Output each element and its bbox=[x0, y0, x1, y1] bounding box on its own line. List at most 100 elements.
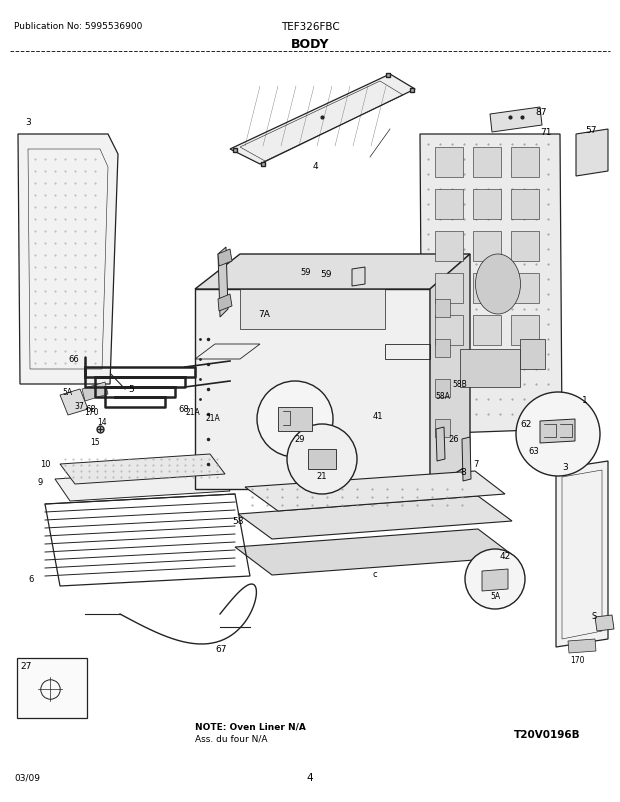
Polygon shape bbox=[462, 437, 471, 481]
Polygon shape bbox=[352, 268, 365, 286]
Polygon shape bbox=[482, 569, 508, 591]
Bar bbox=[511, 273, 539, 304]
Bar bbox=[435, 379, 450, 398]
Text: 37: 37 bbox=[74, 402, 84, 411]
Text: 03/09: 03/09 bbox=[14, 773, 40, 782]
Bar bbox=[435, 232, 463, 261]
Text: 3: 3 bbox=[25, 118, 31, 127]
Text: 58A: 58A bbox=[435, 391, 450, 400]
Text: Ass. du four N/A: Ass. du four N/A bbox=[195, 734, 267, 743]
Polygon shape bbox=[60, 390, 88, 415]
Polygon shape bbox=[595, 615, 614, 631]
Polygon shape bbox=[60, 455, 225, 484]
Text: 14: 14 bbox=[97, 418, 107, 427]
Text: eReplacementParts.com: eReplacementParts.com bbox=[242, 404, 378, 415]
Polygon shape bbox=[238, 496, 512, 539]
FancyBboxPatch shape bbox=[17, 658, 87, 718]
Polygon shape bbox=[195, 290, 430, 489]
Text: 67: 67 bbox=[215, 644, 226, 653]
Polygon shape bbox=[195, 255, 470, 290]
Text: 4: 4 bbox=[307, 772, 313, 782]
Text: 57: 57 bbox=[585, 126, 596, 135]
Text: 59: 59 bbox=[300, 268, 311, 277]
Polygon shape bbox=[230, 75, 415, 164]
Polygon shape bbox=[568, 639, 596, 653]
Text: 5A: 5A bbox=[62, 387, 72, 396]
Bar bbox=[511, 316, 539, 346]
Text: BODY: BODY bbox=[291, 38, 329, 51]
Polygon shape bbox=[218, 294, 232, 312]
Text: 170: 170 bbox=[570, 655, 585, 664]
Text: NOTE: Oven Liner N/A: NOTE: Oven Liner N/A bbox=[195, 722, 306, 731]
Circle shape bbox=[257, 382, 333, 457]
Bar bbox=[435, 273, 463, 304]
Circle shape bbox=[465, 549, 525, 610]
Text: 21: 21 bbox=[317, 472, 327, 480]
Text: 29: 29 bbox=[294, 435, 305, 444]
Text: 27: 27 bbox=[20, 661, 32, 670]
Polygon shape bbox=[55, 469, 230, 501]
Text: 5: 5 bbox=[128, 384, 134, 394]
Text: 8: 8 bbox=[460, 468, 466, 476]
Text: Publication No: 5995536900: Publication No: 5995536900 bbox=[14, 22, 143, 31]
Polygon shape bbox=[235, 529, 515, 575]
Text: 5A: 5A bbox=[490, 591, 500, 600]
Bar bbox=[473, 148, 501, 178]
Polygon shape bbox=[436, 427, 445, 461]
Text: 26: 26 bbox=[448, 435, 459, 444]
Polygon shape bbox=[240, 290, 385, 330]
Text: 1: 1 bbox=[582, 395, 588, 404]
Text: 87: 87 bbox=[535, 107, 546, 117]
Polygon shape bbox=[278, 407, 312, 431]
Text: 59: 59 bbox=[320, 269, 332, 278]
Text: 7: 7 bbox=[473, 460, 479, 468]
Text: 63: 63 bbox=[528, 447, 539, 456]
Text: 68: 68 bbox=[178, 404, 188, 414]
Bar bbox=[435, 300, 450, 318]
Text: 68: 68 bbox=[85, 404, 95, 414]
Text: 41: 41 bbox=[373, 411, 384, 420]
Bar bbox=[473, 190, 501, 220]
Polygon shape bbox=[245, 472, 505, 512]
Polygon shape bbox=[540, 419, 575, 444]
Text: S: S bbox=[592, 611, 597, 620]
Bar bbox=[435, 316, 463, 346]
Bar bbox=[435, 148, 463, 178]
Polygon shape bbox=[218, 249, 232, 267]
Bar bbox=[511, 148, 539, 178]
Text: 66: 66 bbox=[68, 354, 79, 363]
Bar bbox=[473, 316, 501, 346]
Polygon shape bbox=[490, 107, 542, 133]
Text: 58B: 58B bbox=[452, 379, 467, 388]
Polygon shape bbox=[576, 130, 608, 176]
Polygon shape bbox=[18, 135, 118, 384]
Text: 21A: 21A bbox=[205, 414, 219, 423]
Text: T20V0196B: T20V0196B bbox=[513, 729, 580, 739]
Text: c: c bbox=[373, 569, 378, 578]
Text: 21A: 21A bbox=[185, 407, 200, 416]
Text: 42: 42 bbox=[500, 551, 511, 561]
Bar bbox=[460, 350, 520, 387]
Text: 9: 9 bbox=[38, 477, 43, 486]
Text: 15: 15 bbox=[90, 437, 100, 447]
Text: 58: 58 bbox=[232, 516, 244, 525]
Bar bbox=[511, 190, 539, 220]
Bar bbox=[473, 273, 501, 304]
Polygon shape bbox=[430, 255, 470, 489]
Text: 3: 3 bbox=[562, 463, 568, 472]
Bar bbox=[435, 419, 450, 437]
Text: 6: 6 bbox=[28, 574, 33, 583]
Polygon shape bbox=[82, 383, 108, 402]
Text: 71: 71 bbox=[540, 128, 552, 137]
Text: TEF326FBC: TEF326FBC bbox=[281, 22, 339, 32]
Bar bbox=[511, 232, 539, 261]
Text: 4: 4 bbox=[312, 162, 318, 171]
Polygon shape bbox=[308, 449, 336, 469]
Bar bbox=[520, 339, 545, 370]
Circle shape bbox=[516, 392, 600, 476]
Bar bbox=[473, 232, 501, 261]
Polygon shape bbox=[218, 248, 228, 318]
Text: 170: 170 bbox=[84, 407, 99, 416]
Circle shape bbox=[287, 424, 357, 494]
Text: 10: 10 bbox=[40, 460, 50, 468]
